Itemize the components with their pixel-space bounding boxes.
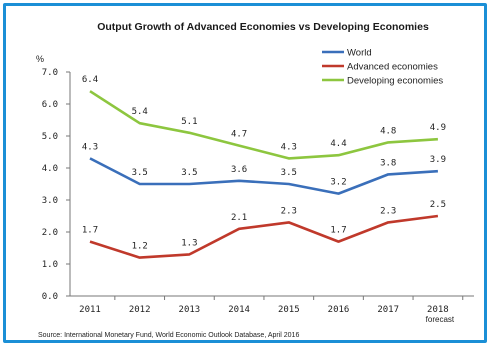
forecast-annotation: forecast (426, 315, 455, 324)
data-label: 2.3 (281, 206, 297, 216)
data-label: 3.6 (231, 165, 247, 175)
y-tick-label: 1.0 (42, 260, 58, 270)
y-tick-label: 0.0 (42, 292, 58, 302)
y-tick-label: 3.0 (42, 196, 58, 206)
series-layer: 4.33.5 3.5 3.6 3.53.23.8 3.91.71.2 1.32.12.31… (82, 75, 446, 259)
x-tick-label: 2018 (427, 305, 449, 315)
legend-label: World (347, 48, 372, 59)
chart-title: Output Growth of Advanced Economies vs D… (97, 21, 429, 33)
y-axis-label: % (36, 54, 44, 64)
data-label: 3.9 (430, 155, 446, 165)
x-tick-label: 2017 (377, 305, 399, 315)
series-line (89, 90, 438, 160)
data-label: 3.5 (132, 168, 148, 178)
data-label: 4.4 (330, 139, 346, 149)
legend-label: Advanced economies (347, 62, 438, 73)
y-tick-label: 4.0 (42, 164, 58, 174)
data-label: 1.7 (82, 226, 98, 236)
x-tick-label: 2014 (228, 305, 250, 315)
data-label: 3.5 (281, 168, 297, 178)
data-label: 4.3 (281, 142, 297, 152)
series-line (89, 214, 439, 259)
series-world: 4.3 3.5 3.5 3.6 3.5 3.2 3.8 3.9 (82, 142, 446, 195)
legend: World Advanced economies Developing econom… (322, 48, 443, 87)
data-label: 3.5 (181, 168, 197, 178)
data-label: 4.3 (82, 142, 98, 152)
data-label: 1.3 (181, 238, 197, 248)
x-tick-label: 2011 (79, 305, 101, 315)
legend-label: Developing economies (347, 76, 443, 87)
y-tick-label: 6.0 (42, 100, 58, 110)
data-label: 6.4 (82, 75, 98, 85)
x-tick-label: 2012 (129, 305, 151, 315)
data-label: 2.5 (430, 200, 446, 210)
data-label: 5.1 (181, 117, 197, 127)
x-tick-label: 2013 (179, 305, 201, 315)
data-label: 4.8 (380, 126, 396, 136)
data-label: 2.3 (380, 206, 396, 216)
data-label: 5.4 (132, 107, 148, 117)
y-tick-label: 2.0 (42, 228, 58, 238)
y-tick-label: 7.0 (42, 68, 58, 78)
data-label: 1.2 (132, 242, 148, 252)
series-advanced-economies: 1.7 1.2 1.3 2.1 2.3 1.7 2.3 2.5 (82, 200, 446, 259)
data-label: 4.9 (430, 123, 446, 133)
source-note: Source: International Monetary Fund, Wor… (38, 332, 299, 339)
data-label: 3.8 (380, 158, 396, 168)
series-developing-economies: 6.4 5.4 5.1 4.7 4.3 4.4 4.8 4.9 (82, 75, 446, 160)
data-label: 3.2 (330, 178, 346, 188)
data-label: 1.7 (330, 226, 346, 236)
x-tick-label: 2016 (328, 305, 350, 315)
axes: 0.0 1.0 2.0 3.0 4.0 5.0 6.0 7.0 2011 2012 2013 2014… (42, 68, 474, 324)
y-tick-label: 5.0 (42, 132, 58, 142)
x-tick-label: 2015 (278, 305, 300, 315)
data-label: 4.7 (231, 130, 247, 140)
data-label: 2.1 (231, 213, 247, 223)
series-line (89, 157, 438, 195)
